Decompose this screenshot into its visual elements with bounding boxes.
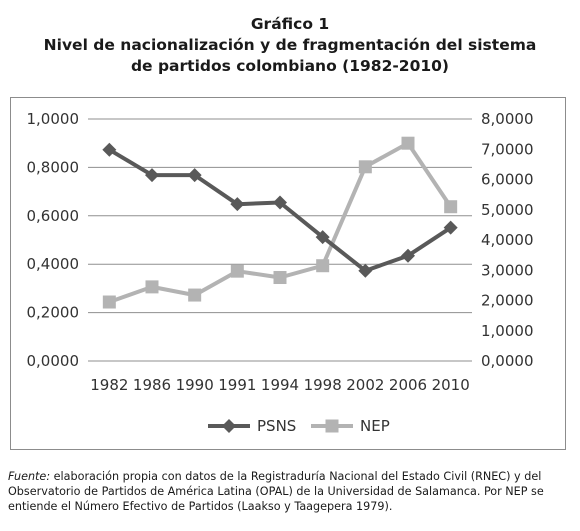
data-point-nep [145,280,159,294]
legend: PSNS NEP [208,417,390,435]
data-point-nep [316,259,330,273]
x-axis-tick-label: 1991 [218,376,256,394]
data-point-psns [443,220,458,235]
right-axis-tick-label: 7,0000 [481,140,534,158]
data-point-nep [273,271,287,285]
chart-label: Gráfico 1 [250,15,330,33]
x-axis-tick-label: 2010 [432,376,470,394]
right-axis-tick-label: 3,0000 [481,261,534,279]
legend-label-psns: PSNS [257,417,296,435]
data-point-psns [102,142,117,157]
footnote-lead: Fuente: [8,470,51,483]
left-axis-tick-label: 0,0000 [27,352,80,370]
data-point-psns [401,248,415,263]
chart-title-block: Gráfico 1 Nivel de nacionalización y de … [0,14,580,77]
data-point-nep [444,200,458,214]
left-axis-tick-label: 0,4000 [27,255,80,273]
data-point-psns [358,263,373,278]
chart-frame: 1,0000 0,8000 0,6000 0,4000 0,2000 0,0000 8,0… [10,97,566,450]
data-point-psns [230,197,245,212]
right-axis-tick-label: 0,0000 [481,352,534,370]
data-point-nep [102,295,116,309]
chart-title-line-2: de partidos colombiano (1982-2010) [130,57,450,75]
x-axis-tick-label: 1982 [90,376,128,394]
data-point-nep [230,264,244,278]
x-axis-tick-label: 1986 [133,376,171,394]
data-point-nep [358,160,372,174]
right-axis-tick-label: 6,0000 [481,171,534,189]
left-axis-tick-label: 0,2000 [27,304,80,322]
source-footnote: Fuente: elaboración propia con datos de … [8,469,576,514]
line-chart: 1,0000 0,8000 0,6000 0,4000 0,2000 0,0000 8,0… [27,110,534,435]
gridlines [88,118,472,362]
right-axis-tick-label: 5,0000 [481,201,534,219]
left-axis-tick-label: 1,0000 [27,110,80,128]
right-axis-tick-label: 2,0000 [481,292,534,310]
footnote-text: elaboración propia con datos de la Regis… [8,470,544,513]
data-point-psns [315,230,330,245]
right-axis-tick-label: 4,0000 [481,231,534,249]
x-axis-tick-label: 1998 [304,376,342,394]
chart-title-line-1: Nivel de nacionalización y de fragmentac… [43,36,537,54]
data-point-nep [188,288,202,302]
right-axis-tick-label: 8,0000 [481,110,534,128]
left-axis-tick-label: 0,6000 [27,207,80,225]
legend-marker-nep [325,419,339,433]
right-axis-tick-label: 1,0000 [481,322,534,340]
data-point-psns [145,168,159,183]
series-layer [102,136,458,309]
x-axis-tick-label: 2002 [346,376,384,394]
x-axis-tick-label: 1990 [176,376,214,394]
right-axis-ticks: 8,0000 7,0000 6,0000 5,0000 4,0000 3,0000 2,00… [481,110,534,370]
data-point-psns [273,195,287,210]
data-point-nep [401,136,415,150]
left-axis-ticks: 1,0000 0,8000 0,6000 0,4000 0,2000 0,0000 [27,110,80,370]
legend-marker-psns [222,419,236,433]
data-point-psns [187,168,202,183]
legend-label-nep: NEP [360,417,390,435]
x-axis-ticks: 1982 1986 1990 1991 1994 1998 2002 2006 2010 [90,376,470,394]
x-axis-tick-label: 1994 [261,376,299,394]
left-axis-tick-label: 0,8000 [27,158,80,176]
x-axis-tick-label: 2006 [389,376,427,394]
